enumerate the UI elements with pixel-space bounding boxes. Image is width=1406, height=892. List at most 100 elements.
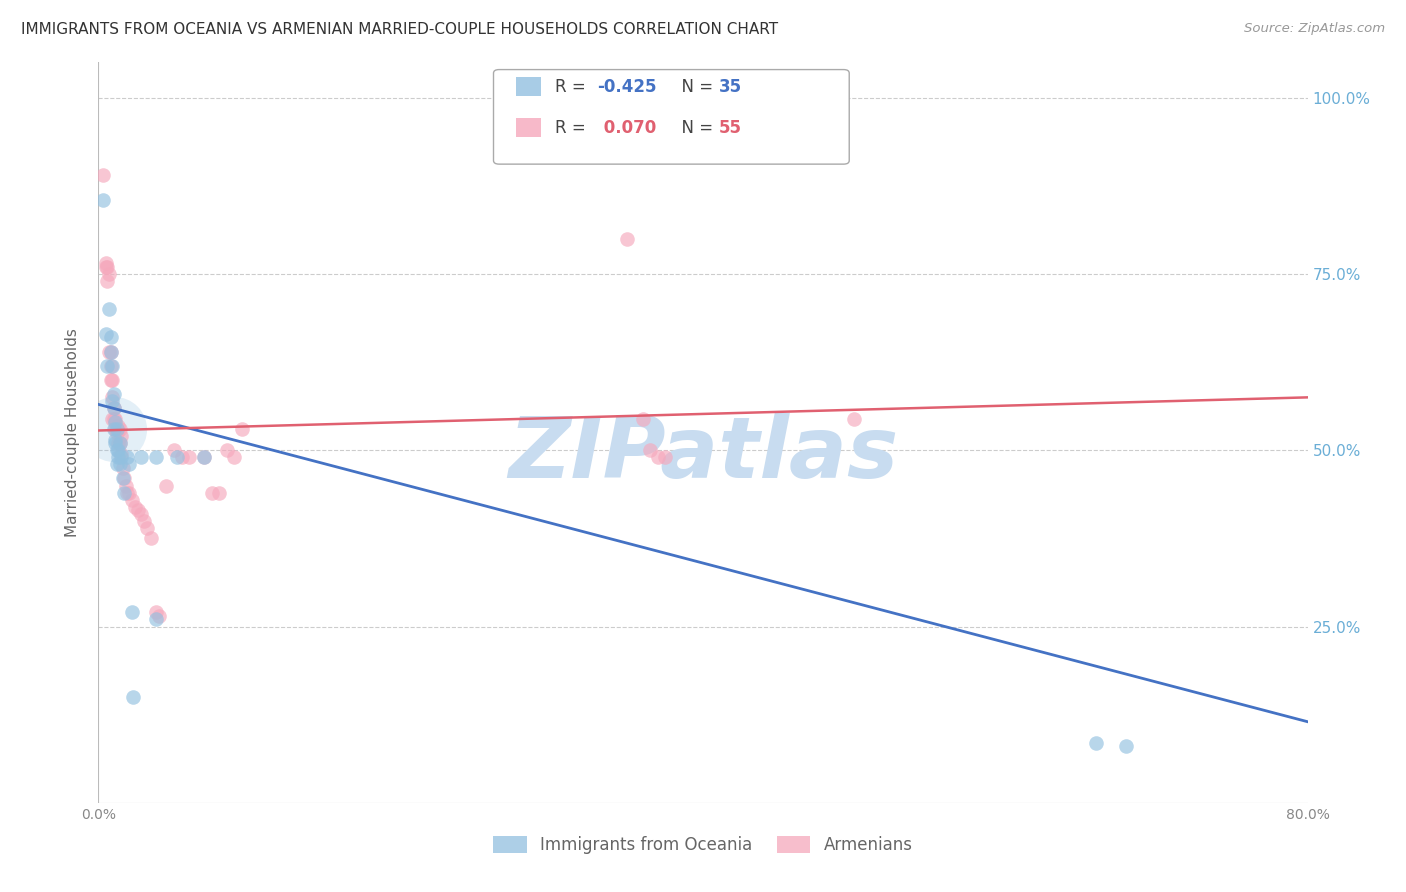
Point — [96, 260, 118, 274]
Y-axis label: Married-couple Households: Married-couple Households — [65, 328, 80, 537]
Point — [94, 326, 117, 341]
Point — [107, 418, 129, 433]
Point — [638, 443, 661, 458]
Point — [105, 422, 128, 436]
Point — [101, 411, 124, 425]
Point — [107, 443, 129, 458]
Point — [107, 450, 129, 465]
Point — [193, 450, 215, 465]
Point — [101, 393, 124, 408]
Point — [631, 411, 654, 425]
Point — [103, 422, 125, 436]
Text: R =: R = — [555, 78, 592, 95]
Point — [96, 274, 118, 288]
Point — [103, 401, 125, 415]
Point — [103, 387, 125, 401]
Point — [108, 436, 131, 450]
Point — [129, 507, 152, 521]
Point — [1115, 739, 1137, 754]
Point — [104, 436, 127, 450]
Point — [118, 485, 141, 500]
Point — [145, 606, 167, 620]
Point — [94, 260, 117, 274]
Point — [108, 436, 131, 450]
Point — [224, 450, 246, 465]
Point — [129, 450, 152, 465]
Point — [112, 485, 135, 500]
Point — [100, 344, 122, 359]
Point — [110, 450, 132, 465]
Point — [101, 373, 124, 387]
Point — [104, 422, 127, 436]
Point — [100, 344, 122, 359]
Point — [115, 450, 138, 465]
Point — [105, 425, 128, 440]
Text: 0.070: 0.070 — [598, 119, 655, 136]
Text: N =: N = — [671, 78, 718, 95]
Point — [115, 485, 138, 500]
Point — [108, 458, 131, 472]
Point — [132, 514, 155, 528]
Point — [110, 429, 132, 443]
Point — [179, 450, 201, 465]
Point — [124, 500, 146, 514]
Point — [647, 450, 669, 465]
Point — [112, 471, 135, 485]
Point — [111, 461, 134, 475]
Legend: Immigrants from Oceania, Armenians: Immigrants from Oceania, Armenians — [486, 830, 920, 861]
Point — [141, 532, 163, 546]
Point — [114, 478, 136, 492]
Point — [215, 443, 238, 458]
Point — [105, 458, 128, 472]
Point — [148, 609, 170, 624]
Point — [155, 478, 177, 492]
Point — [110, 447, 132, 461]
Point — [101, 359, 124, 373]
Point — [104, 433, 127, 447]
Point — [107, 436, 129, 450]
Point — [98, 302, 121, 317]
Point — [108, 422, 131, 436]
Point — [118, 458, 141, 472]
Point — [91, 193, 114, 207]
Point — [103, 411, 125, 425]
Point — [121, 492, 143, 507]
Point — [98, 267, 121, 281]
Text: Source: ZipAtlas.com: Source: ZipAtlas.com — [1244, 22, 1385, 36]
Point — [145, 612, 167, 626]
Point — [104, 415, 127, 429]
Point — [100, 359, 122, 373]
Point — [163, 443, 186, 458]
Point — [96, 359, 118, 373]
Point — [103, 401, 125, 415]
Point — [135, 521, 157, 535]
Text: R =: R = — [555, 119, 592, 136]
Point — [844, 411, 866, 425]
Point — [231, 422, 253, 436]
Point — [654, 450, 676, 465]
Point — [201, 485, 224, 500]
Point — [94, 256, 117, 270]
Point — [145, 450, 167, 465]
Point — [103, 422, 125, 436]
Point — [122, 690, 145, 704]
Point — [100, 330, 122, 344]
Point — [170, 450, 193, 465]
Text: -0.425: -0.425 — [598, 78, 657, 95]
Point — [104, 411, 127, 425]
Point — [111, 471, 134, 485]
Point — [105, 422, 128, 436]
Point — [193, 450, 215, 465]
Point — [91, 168, 114, 182]
Point — [98, 344, 121, 359]
Text: 55: 55 — [718, 119, 741, 136]
Point — [166, 450, 188, 465]
Text: ZIPatlas: ZIPatlas — [508, 413, 898, 496]
Point — [127, 503, 149, 517]
Point — [121, 606, 143, 620]
Text: N =: N = — [671, 119, 718, 136]
Point — [100, 373, 122, 387]
Point — [1085, 736, 1108, 750]
Point — [616, 232, 638, 246]
Point — [208, 485, 231, 500]
